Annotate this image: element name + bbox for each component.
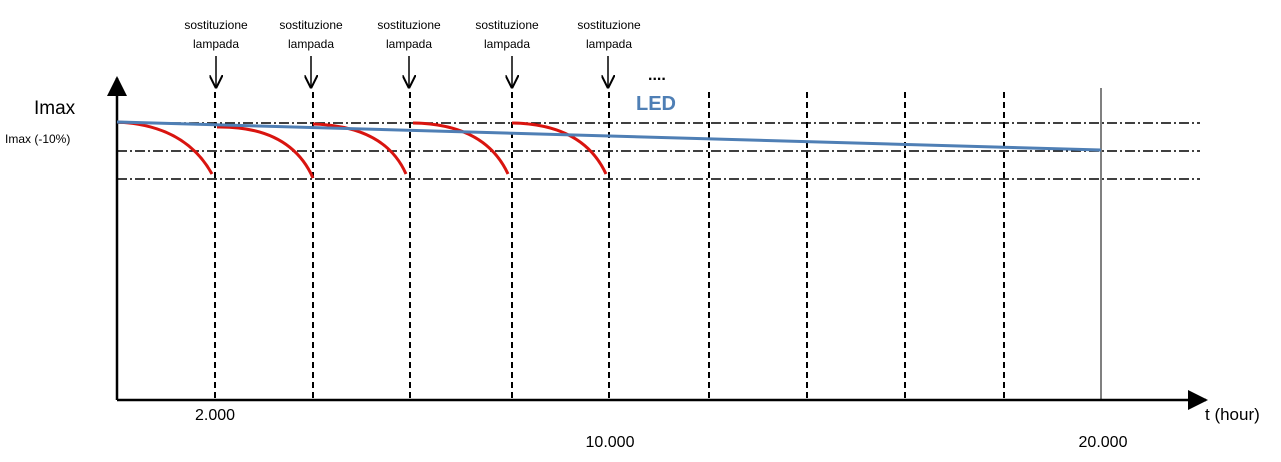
replacement-labels: sostituzione lampada sostituzione lampad… bbox=[184, 18, 641, 51]
label: sostituzione bbox=[577, 18, 641, 32]
label: lampada bbox=[586, 37, 632, 51]
label: lampada bbox=[288, 37, 334, 51]
x-tick-label: 10.000 bbox=[586, 434, 635, 451]
ellipsis: .... bbox=[648, 67, 666, 84]
x-axis-label: t (hour) bbox=[1205, 405, 1260, 424]
imax-minus-label: Imax (-10%) bbox=[5, 132, 70, 146]
label: lampada bbox=[193, 37, 239, 51]
label: sostituzione bbox=[279, 18, 343, 32]
x-tick-label: 2.000 bbox=[195, 407, 235, 424]
label: sostituzione bbox=[377, 18, 441, 32]
label: lampada bbox=[484, 37, 530, 51]
led-label: LED bbox=[636, 93, 676, 115]
arrows bbox=[216, 56, 608, 87]
label: sostituzione bbox=[475, 18, 539, 32]
dashed-levels bbox=[117, 122, 1200, 180]
axes bbox=[107, 76, 1208, 410]
label: sostituzione bbox=[184, 18, 248, 32]
imax-label: Imax bbox=[34, 98, 76, 119]
led-line bbox=[116, 120, 1102, 152]
vertical-dashed-lines bbox=[214, 88, 1102, 400]
x-tick-label: 20.000 bbox=[1079, 434, 1128, 451]
label: lampada bbox=[386, 37, 432, 51]
